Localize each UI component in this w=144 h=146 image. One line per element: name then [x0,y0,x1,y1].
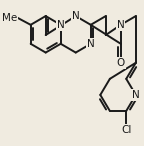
Text: N: N [117,20,125,30]
Text: N: N [72,11,80,21]
Text: Me: Me [2,13,17,22]
Text: Cl: Cl [121,125,131,135]
Text: O: O [117,58,125,68]
Text: N: N [57,20,65,30]
Text: N: N [87,39,95,49]
Text: N: N [132,90,140,100]
